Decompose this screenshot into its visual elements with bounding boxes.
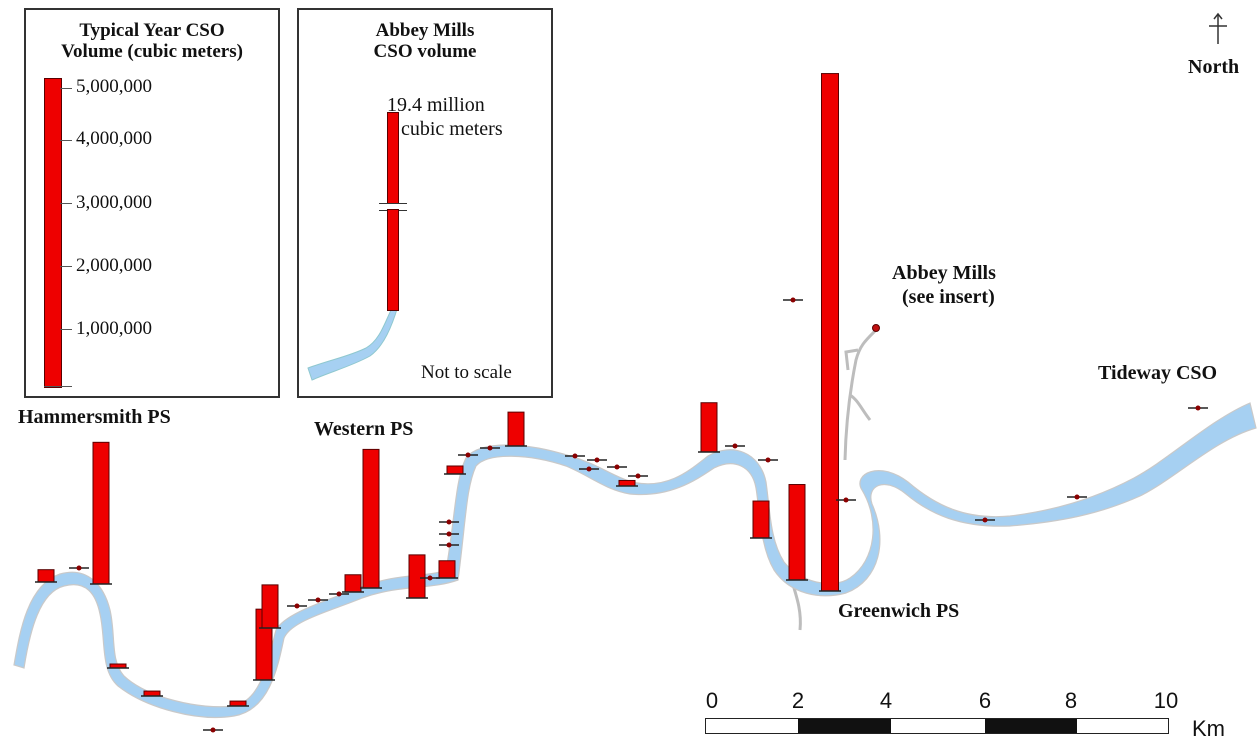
cso-blackfriars-bar[interactable] — [507, 411, 525, 447]
outfall-dot — [843, 497, 849, 503]
outfall-dot — [765, 457, 771, 463]
scale-bar — [705, 718, 1169, 734]
label-hammersmith-ps: Hammersmith PS — [18, 406, 171, 428]
legend-box: Typical Year CSO Volume (cubic meters) 5… — [24, 8, 280, 398]
cso-westminster-1-bar[interactable] — [408, 554, 426, 599]
legend-tick-3m: 3,000,000 — [76, 192, 152, 213]
outfall-dot — [635, 473, 641, 479]
outfall-dot — [76, 565, 82, 571]
legend-tick-5m: 5,000,000 — [76, 76, 152, 97]
scale-seg-2 — [985, 719, 1077, 733]
outfall-dot — [427, 575, 433, 581]
cso-hammersmith-ps-bar[interactable] — [92, 441, 110, 585]
outfall-dot — [594, 457, 600, 463]
outfall-dot — [446, 531, 452, 537]
outfall-dot — [790, 297, 796, 303]
outfall-dot — [586, 466, 592, 472]
legend-tickmark — [60, 88, 72, 89]
thames-river — [13, 402, 1257, 718]
cso-limehouse-bar[interactable] — [700, 402, 718, 453]
legend-tickmark — [60, 266, 72, 267]
outfall-dot — [614, 464, 620, 470]
inset-value-line2: cubic meters — [401, 118, 503, 140]
cso-hammersmith-w-bar[interactable] — [37, 569, 55, 583]
outfall-dot — [210, 727, 216, 733]
outfall-dot — [732, 443, 738, 449]
cso-greenwich-ps-bar[interactable] — [788, 484, 806, 581]
outfall-dot — [1074, 494, 1080, 500]
label-tideway-cso: Tideway CSO — [1098, 362, 1218, 384]
cso-battersea-bar[interactable] — [344, 574, 362, 593]
cso-wandsworth-2-bar[interactable] — [261, 584, 279, 629]
scale-tick-6: 6 — [978, 688, 992, 713]
legend-scale-bar — [44, 78, 62, 388]
cso-greenwich-main-bar[interactable] — [821, 73, 839, 592]
scale-seg-1 — [798, 719, 891, 733]
cso-bars — [35, 73, 1208, 733]
label-western-ps: Western PS — [314, 418, 414, 440]
outfall-dot — [982, 517, 988, 523]
label-abbey-mills: Abbey Mills — [892, 262, 996, 284]
cso-westminster-2-bar[interactable] — [438, 560, 456, 579]
scale-tick-10: 10 — [1153, 688, 1179, 713]
outfall-dot — [1195, 405, 1201, 411]
cso-western-ps-bar[interactable] — [362, 448, 380, 589]
legend-title-line2: Volume (cubic meters) — [61, 41, 243, 62]
inset-note: Not to scale — [421, 362, 512, 383]
legend-tickmark — [60, 203, 72, 204]
inset-value-line1: 19.4 million — [387, 94, 485, 116]
north-label: North — [1188, 56, 1240, 78]
cso-tower-bar[interactable] — [618, 479, 636, 487]
scale-tick-0: 0 — [705, 688, 719, 713]
inset-title: Abbey Mills CSO volume — [299, 20, 551, 62]
scale-tick-4: 4 — [879, 688, 893, 713]
legend-tickmark — [44, 386, 72, 387]
outfall-dot — [315, 597, 321, 603]
inset-bar-upper — [387, 112, 399, 206]
scale-unit: Km — [1192, 716, 1225, 737]
north-arrow-icon — [1206, 12, 1230, 46]
outfall-dot — [572, 453, 578, 459]
outfall-dot — [465, 452, 471, 458]
legend-tick-2m: 2,000,000 — [76, 255, 152, 276]
inset-box: Abbey Mills CSO volume 19.4 million cubi… — [297, 8, 553, 398]
legend-tick-4m: 4,000,000 — [76, 128, 152, 149]
legend-tickmark — [60, 140, 72, 141]
abbey-mills-marker[interactable] — [872, 324, 880, 332]
legend-tick-1m: 1,000,000 — [76, 318, 152, 339]
scale-tick-8: 8 — [1064, 688, 1078, 713]
outfall-dot — [487, 445, 493, 451]
legend-title: Typical Year CSO Volume (cubic meters) — [26, 20, 278, 62]
inset-title-line2: CSO volume — [373, 41, 477, 62]
outfall-dot — [446, 519, 452, 525]
inset-title-line1: Abbey Mills — [375, 20, 475, 41]
cso-deptford-bar[interactable] — [752, 500, 770, 539]
legend-tickmark — [60, 329, 72, 330]
inset-bar-lower — [387, 209, 399, 311]
scale-tick-2: 2 — [791, 688, 805, 713]
cso-city-bar[interactable] — [446, 465, 464, 475]
legend-title-line1: Typical Year CSO — [79, 20, 225, 41]
label-abbey-mills-note: (see insert) — [902, 286, 995, 308]
label-greenwich-ps: Greenwich PS — [838, 600, 960, 622]
outfall-dot — [446, 542, 452, 548]
outfall-dot — [336, 591, 342, 597]
outfall-dot — [294, 603, 300, 609]
